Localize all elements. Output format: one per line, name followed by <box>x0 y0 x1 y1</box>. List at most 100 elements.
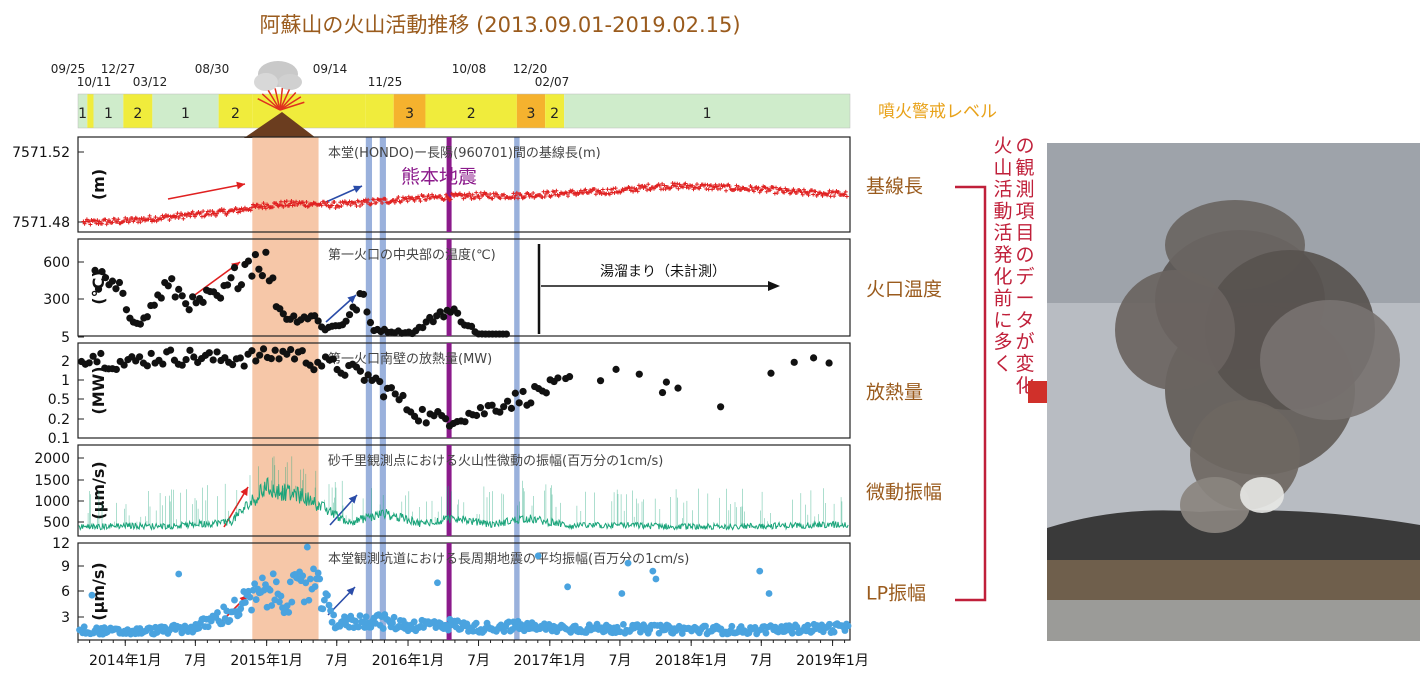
right-text-char: 山 <box>993 157 1012 179</box>
data-point <box>583 187 588 192</box>
data-point <box>574 193 579 198</box>
data-point <box>488 401 496 409</box>
data-point <box>362 613 370 621</box>
data-point <box>327 205 332 210</box>
data-point <box>276 598 283 606</box>
data-point <box>360 202 365 207</box>
y-tick-label: 2 <box>61 354 70 370</box>
data-point <box>444 626 452 634</box>
data-point <box>786 188 791 193</box>
data-point <box>140 217 145 222</box>
data-point <box>143 362 151 370</box>
data-point <box>238 209 243 214</box>
data-point <box>440 313 448 321</box>
data-point <box>764 189 769 194</box>
data-point <box>88 591 96 599</box>
series-tremor <box>78 456 849 531</box>
data-point <box>624 559 632 567</box>
alert-segment-level: 3 <box>405 106 414 122</box>
data-point <box>204 211 209 216</box>
panel-tremor: 砂千里観測点における火山性微動の振幅(百万分の1cm/s) (μm/s) 微動振幅 <box>77 444 942 537</box>
data-point <box>396 195 401 200</box>
data-point <box>216 294 225 302</box>
right-text-char: タ <box>1015 309 1034 331</box>
y-tick-label: 7571.48 <box>12 215 70 231</box>
data-point <box>94 285 103 293</box>
data-point <box>484 191 489 196</box>
data-point <box>546 190 551 195</box>
series-line <box>78 476 849 531</box>
alert-date: 08/30 <box>195 62 230 76</box>
panel-title: 本堂観測坑道における長周期地震の平均振幅(百万分の1cm/s) <box>328 552 689 567</box>
data-point <box>306 204 311 209</box>
data-point <box>662 183 667 188</box>
data-point <box>290 312 298 320</box>
panel-ylabel: (μm/s) <box>89 461 108 519</box>
data-point <box>519 193 524 198</box>
data-point <box>176 215 181 220</box>
data-point <box>472 619 480 627</box>
data-point <box>390 613 398 621</box>
data-point <box>722 184 727 189</box>
data-point <box>332 199 337 204</box>
y-tick-label: 1 <box>61 373 70 389</box>
data-point <box>248 272 256 280</box>
highlight-period <box>365 137 373 640</box>
data-point <box>209 212 214 217</box>
data-point <box>825 359 833 367</box>
data-point <box>227 274 235 282</box>
alert-segment-level: 1 <box>703 106 712 122</box>
data-point <box>749 185 754 190</box>
x-tick-label: 2019年1月 <box>796 653 869 669</box>
data-point <box>426 193 431 198</box>
panel-ylabel: (m) <box>89 169 108 200</box>
data-point <box>628 188 633 193</box>
data-point <box>288 598 296 606</box>
data-point <box>461 196 466 201</box>
data-point <box>826 620 833 628</box>
data-point <box>112 365 120 374</box>
data-point <box>192 214 197 219</box>
data-point <box>188 214 193 219</box>
data-point <box>246 593 254 601</box>
data-point <box>605 187 610 192</box>
data-point <box>182 355 190 364</box>
data-point <box>115 219 120 224</box>
data-point <box>564 583 572 591</box>
data-point <box>531 191 536 196</box>
data-point <box>136 320 144 328</box>
data-point <box>391 390 399 398</box>
data-point <box>756 567 764 575</box>
data-point <box>612 190 617 195</box>
series-temp <box>91 248 511 338</box>
data-point <box>255 265 263 273</box>
data-point <box>765 590 773 597</box>
data-point <box>421 194 426 199</box>
data-point <box>500 403 508 411</box>
data-point <box>112 217 117 222</box>
alert-segment <box>393 94 426 128</box>
data-point <box>249 205 254 210</box>
data-point <box>80 623 88 631</box>
data-point <box>270 205 275 210</box>
data-point <box>843 189 848 194</box>
data-point <box>632 186 637 191</box>
data-point <box>374 200 379 205</box>
data-point <box>122 306 131 314</box>
data-point <box>237 207 242 212</box>
data-point <box>567 190 572 195</box>
plume-icon <box>278 74 302 90</box>
data-point <box>299 572 307 580</box>
data-point <box>735 187 740 192</box>
alert-date: 12/27 <box>101 62 136 76</box>
data-point <box>97 219 102 224</box>
volcano-icon <box>244 112 316 138</box>
data-point <box>116 217 121 222</box>
data-point <box>635 370 643 378</box>
data-point <box>157 294 165 302</box>
data-point <box>681 185 686 190</box>
data-point <box>636 183 641 188</box>
data-point <box>820 193 825 198</box>
data-point <box>174 214 179 219</box>
data-point <box>137 217 142 222</box>
